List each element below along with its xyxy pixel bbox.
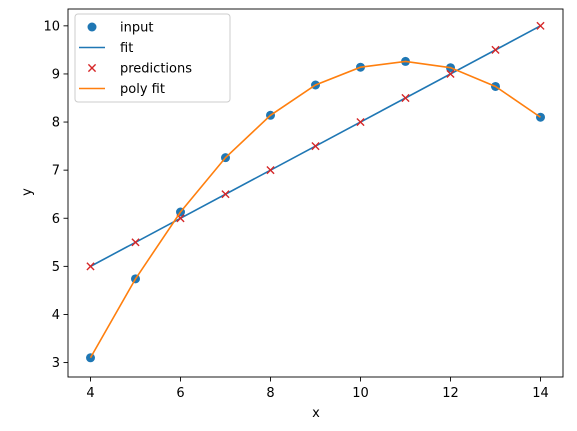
series-point-predictions (221, 190, 230, 199)
plot-marks (86, 21, 545, 363)
y-tick-label: 3 (52, 356, 60, 371)
y-tick-label: 4 (52, 308, 60, 323)
series-line-poly-fit (89, 60, 541, 359)
legend-label-predictions: predictions (120, 62, 192, 77)
axes: 4 6 8 10 12 14 3 4 5 6 7 8 9 10 (43, 8, 564, 401)
legend-label-input: input (120, 21, 153, 36)
series-point-predictions (311, 142, 320, 151)
series-point-predictions (446, 69, 455, 79)
x-tick-label: 4 (86, 386, 94, 401)
y-tick-label: 5 (52, 260, 60, 275)
legend-box (74, 13, 231, 103)
legend-label-poly-fit: poly fit (120, 82, 165, 97)
series-point-predictions (356, 117, 365, 127)
plot-frame (67, 8, 564, 378)
series-point-predictions (491, 45, 500, 54)
y-tick-label: 6 (52, 212, 60, 227)
y-tick-label: 10 (43, 19, 60, 34)
series-point-predictions (266, 166, 275, 175)
legend: input fit predictions poly fit (74, 13, 231, 103)
y-tick-label: 9 (52, 67, 60, 82)
series-point-predictions (536, 21, 545, 30)
series-point-predictions (401, 93, 410, 103)
x-tick-label: 8 (266, 386, 274, 401)
x-tick-label: 6 (176, 386, 184, 401)
series-point-predictions (131, 238, 140, 247)
legend-handle-predictions (87, 63, 97, 73)
x-tick-label: 12 (442, 386, 459, 401)
x-axis-title: x (312, 406, 320, 421)
x-tick-label: 14 (532, 386, 549, 401)
y-tick-label: 8 (52, 116, 60, 131)
x-tick-label: 10 (352, 386, 369, 401)
legend-handle-input (87, 22, 97, 32)
y-tick-label: 7 (52, 164, 60, 179)
legend-label-fit: fit (120, 41, 133, 56)
series-point-predictions (86, 262, 95, 271)
y-axis-title: y (20, 188, 35, 196)
